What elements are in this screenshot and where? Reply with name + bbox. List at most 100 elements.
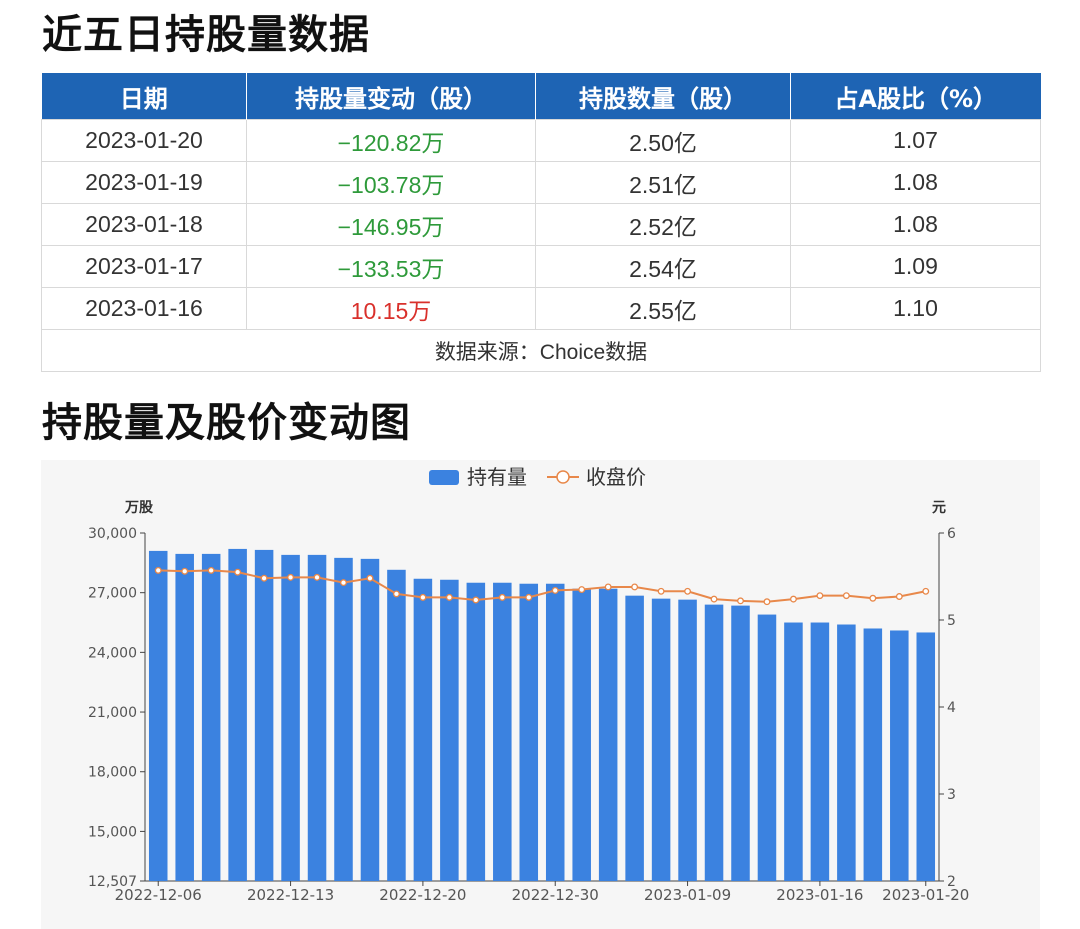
holding-bar <box>360 558 380 881</box>
cell-date: 2023-01-20 <box>41 119 247 162</box>
price-point <box>604 583 612 591</box>
cell-change: −133.53万 <box>246 245 536 288</box>
table-row: 2023-01-20 −120.82万 2.50亿 1.07 <box>41 119 1041 162</box>
holding-bar <box>228 548 247 881</box>
table-header-row: 日期 持股量变动（股） 持股数量（股） 占A股比（%） <box>41 73 1041 120</box>
table-row: 2023-01-16 10.15万 2.55亿 1.10 <box>41 287 1041 330</box>
y-left-tick-label: 18,000 <box>88 765 137 781</box>
price-point <box>869 594 877 602</box>
price-point <box>181 567 189 575</box>
price-point <box>234 568 242 576</box>
y-right-tick-label: 5 <box>947 613 956 629</box>
holding-bar <box>810 622 830 881</box>
price-point <box>525 593 533 601</box>
holding-bar <box>440 579 459 881</box>
price-point <box>763 598 771 606</box>
holding-bar <box>731 605 750 881</box>
y-left-tick-label: 21,000 <box>88 705 137 721</box>
holding-bar <box>678 599 697 881</box>
holding-bar <box>201 553 221 881</box>
cell-date: 2023-01-18 <box>41 203 247 246</box>
holding-bar <box>757 614 777 881</box>
price-line <box>158 569 926 603</box>
cell-change: −146.95万 <box>246 203 536 246</box>
holding-bar <box>466 582 486 881</box>
y-left-tick-label: 27,000 <box>88 586 137 602</box>
price-point <box>498 593 506 601</box>
holding-bar <box>916 632 936 881</box>
y-right-tick-label: 4 <box>947 700 956 716</box>
x-tick-label: 2022-12-06 <box>115 886 202 904</box>
cell-change: 10.15万 <box>246 287 536 330</box>
y-right-tick-label: 6 <box>947 526 956 542</box>
cell-ratio: 1.09 <box>790 245 1041 288</box>
y-left-tick-label: 30,000 <box>88 526 137 542</box>
holding-bar <box>148 550 168 881</box>
cell-date: 2023-01-19 <box>41 161 247 204</box>
cell-change: −120.82万 <box>246 119 536 162</box>
x-tick-label: 2022-12-13 <box>247 886 334 904</box>
holding-bar <box>837 624 856 881</box>
y-right-tick-label: 3 <box>947 787 956 803</box>
chart-section-title: 持股量及股价变动图 <box>42 400 411 446</box>
holding-bar <box>704 604 724 881</box>
price-point <box>366 574 374 582</box>
price-point <box>895 593 903 600</box>
legend-label-price: 收盘价 <box>586 465 646 489</box>
legend-bar-swatch <box>429 470 459 485</box>
cell-holding: 2.51亿 <box>535 161 791 204</box>
holding-bar <box>281 554 300 881</box>
holding-bar <box>572 588 591 881</box>
holdings-table: 日期 持股量变动（股） 持股数量（股） 占A股比（%） 2023-01-20 −… <box>41 73 1041 372</box>
x-tick-label: 2022-12-30 <box>512 886 599 904</box>
price-point <box>287 573 295 581</box>
holding-bar <box>545 583 565 881</box>
legend-line-marker <box>556 470 570 484</box>
price-point <box>631 583 639 591</box>
holding-bar <box>863 628 883 881</box>
price-point <box>154 566 162 574</box>
price-point <box>578 586 586 593</box>
x-tick-label: 2023-01-16 <box>776 886 863 904</box>
column-header-change: 持股量变动（股） <box>246 73 536 120</box>
price-point <box>710 595 718 603</box>
price-point <box>419 593 427 601</box>
y-left-tick-label: 12,507 <box>88 874 137 890</box>
holding-bar <box>254 549 274 881</box>
column-header-ratio: 占A股比（%） <box>790 73 1041 120</box>
cell-holding: 2.50亿 <box>535 119 791 162</box>
cell-change: −103.78万 <box>246 161 536 204</box>
column-header-date: 日期 <box>41 73 247 120</box>
price-point <box>260 574 268 582</box>
cell-holding: 2.54亿 <box>535 245 791 288</box>
x-tick-label: 2023-01-20 <box>882 886 969 904</box>
price-point <box>472 596 480 604</box>
cell-holding: 2.52亿 <box>535 203 791 246</box>
y-right-tick-label: 2 <box>947 874 956 890</box>
table-row: 2023-01-17 −133.53万 2.54亿 1.09 <box>41 245 1041 288</box>
cell-date: 2023-01-16 <box>41 287 247 330</box>
table-footer-row: 数据来源：Choice数据 <box>41 329 1041 372</box>
holding-price-chart: 持有量 收盘价 万股 元 30,000 27,000 24,000 21,000 18,000 1… <box>41 460 1040 929</box>
holding-bar <box>519 583 539 881</box>
holding-bar <box>625 595 644 881</box>
y-left-unit: 万股 <box>124 500 154 516</box>
data-source-note: 数据来源：Choice数据 <box>41 329 1041 372</box>
cell-ratio: 1.10 <box>790 287 1041 330</box>
column-header-holding: 持股数量（股） <box>535 73 791 120</box>
price-point <box>737 597 744 605</box>
holding-bar <box>651 598 671 881</box>
page-title: 近五日持股量数据 <box>42 12 370 58</box>
price-point <box>551 586 559 594</box>
holding-bar <box>175 553 194 881</box>
holding-bar <box>890 630 909 881</box>
holding-bar <box>784 622 803 881</box>
holding-bar <box>307 554 327 881</box>
price-point <box>684 587 692 595</box>
price-point <box>340 579 347 587</box>
price-point <box>922 587 930 595</box>
holding-bar <box>334 557 353 881</box>
price-point <box>445 593 453 601</box>
price-point <box>207 566 215 574</box>
